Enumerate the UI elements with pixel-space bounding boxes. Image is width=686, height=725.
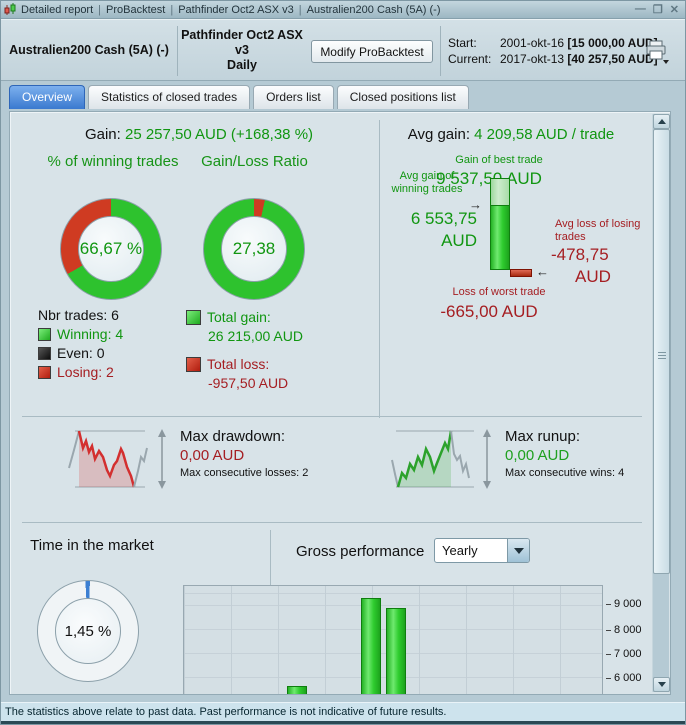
- total-loss-label: Total loss:: [207, 356, 270, 372]
- total-loss-icon: [186, 357, 201, 372]
- candlestick-chart-icon: [4, 3, 17, 16]
- worst-trade-label: Loss of worst trade: [452, 286, 546, 298]
- report-tabs: Overview Statistics of closed trades Ord…: [9, 85, 469, 109]
- gross-performance-chart: [183, 585, 603, 694]
- horizontal-divider: [22, 416, 642, 417]
- total-loss-value: -957,50 AUD: [208, 375, 289, 391]
- losing-legend-icon: [38, 366, 51, 379]
- winning-legend-icon: [38, 328, 51, 341]
- avg-win-value: 6 553,75 AUD: [410, 209, 477, 250]
- time-in-market-title: Time in the market: [30, 537, 154, 554]
- totals-block: Total gain: 26 215,00 AUD Total loss: -9…: [186, 308, 303, 393]
- time-in-market-gauge: 1,45 %: [37, 580, 139, 682]
- y-axis-tick: 7 000: [606, 648, 652, 660]
- runup-label: Max runup:: [505, 428, 581, 445]
- window-title: Detailed report | ProBacktest | Pathfinder O…: [21, 3, 441, 16]
- y-axis-tick: 6 000: [606, 672, 652, 684]
- arrow-right-icon: →: [469, 197, 482, 212]
- runup-icon: [390, 426, 498, 497]
- avg-gain-summary: Avg gain: 4 209,58 AUD / trade: [407, 126, 615, 143]
- print-button[interactable]: [644, 40, 670, 64]
- maximize-button[interactable]: ❒: [652, 4, 663, 16]
- avg-loss-bar: [510, 269, 532, 277]
- total-gain-label: Total gain:: [207, 309, 271, 325]
- arrow-left-icon: ←: [536, 264, 549, 279]
- disclaimer-status-bar: The statistics above relate to past data…: [1, 702, 685, 724]
- header-separator: [440, 26, 441, 76]
- trade-extremes-chart: Gain of best trade 9 537,50 AUD Avg gain…: [379, 120, 641, 420]
- scrollbar-grip: [658, 351, 666, 359]
- tab-statistics-of-closed-trades[interactable]: Statistics of closed trades: [88, 85, 251, 109]
- best-trade-label: Gain of best trade: [455, 154, 543, 166]
- y-axis-tick: 8 000: [606, 624, 652, 636]
- modify-probacktest-button[interactable]: Modify ProBacktest: [311, 40, 433, 63]
- tab-orders-list[interactable]: Orders list: [253, 85, 334, 109]
- chart-bar: [361, 598, 381, 694]
- vertical-scrollbar[interactable]: [652, 114, 670, 692]
- report-header: Australien200 Cash (5A) (-) Pathfinder O…: [1, 19, 685, 81]
- winning-count: Winning: 4: [57, 326, 124, 342]
- drawdown-block: Max drawdown: 0,00 AUD Max consecutive l…: [180, 428, 308, 479]
- overview-panel: Gain: 25 257,50 AUD (+168,38 %) Avg gain…: [9, 111, 671, 695]
- runup-block: Max runup: 0,00 AUD Max consecutive wins…: [505, 428, 624, 479]
- period-dropdown[interactable]: Yearly: [434, 538, 530, 563]
- gross-performance-title: Gross performance: [296, 543, 425, 560]
- avg-loss-label: Avg loss of losing trades: [555, 218, 641, 243]
- gain-loss-ratio-donut: 27,38: [203, 198, 305, 300]
- runup-sub: Max consecutive wins: 4: [505, 467, 625, 479]
- best-trade-value: 9 537,50 AUD: [436, 169, 542, 188]
- scroll-up-button[interactable]: [653, 114, 670, 129]
- vertical-divider: [379, 120, 380, 418]
- close-button[interactable]: ✕: [669, 4, 679, 16]
- titlebar[interactable]: Detailed report | ProBacktest | Pathfinder O…: [1, 1, 685, 19]
- nbr-trades: Nbr trades: 6: [38, 307, 119, 323]
- chart-bar: [287, 686, 307, 694]
- drawdown-label: Max drawdown:: [180, 428, 286, 445]
- time-in-market-value: 1,45 %: [64, 622, 112, 640]
- total-gain-value: 26 215,00 AUD: [208, 328, 303, 344]
- ratio-donut-title: Gain/Loss Ratio: [201, 153, 308, 170]
- ratio-donut-value: 27,38: [232, 239, 276, 258]
- losing-count: Losing: 2: [57, 364, 114, 380]
- tab-overview[interactable]: Overview: [9, 85, 86, 109]
- scrollbar-thumb[interactable]: [653, 129, 670, 574]
- avg-gain-segment: [491, 179, 509, 206]
- even-legend-icon: [38, 347, 51, 360]
- chevron-down-icon[interactable]: [507, 539, 529, 562]
- header-separator: [177, 26, 178, 76]
- avg-loss-value: -478,75 AUD: [551, 245, 611, 286]
- trades-legend: Nbr trades: 6 Winning: 4 Even: 0 Losing:…: [38, 306, 123, 382]
- avg-win-label: Avg gain of winning trades: [391, 170, 463, 195]
- gain-summary: Gain: 25 257,50 AUD (+168,38 %): [84, 126, 314, 143]
- y-axis-tick: 9 000: [606, 598, 652, 610]
- drawdown-icon: [65, 426, 173, 497]
- best-trade-bar: [490, 178, 510, 270]
- tab-closed-positions-list[interactable]: Closed positions list: [336, 85, 469, 109]
- drawdown-sub: Max consecutive losses: 2: [180, 467, 309, 479]
- period-dropdown-value: Yearly: [442, 543, 478, 558]
- drawdown-value: 0,00 AUD: [180, 447, 245, 464]
- even-count: Even: 0: [57, 345, 105, 361]
- backtest-period: Start: 2001-okt-16 [15 000,00 AUD] Curren…: [448, 36, 658, 66]
- total-gain-icon: [186, 310, 201, 325]
- winning-trades-donut: 66,67 %: [60, 198, 162, 300]
- instrument-name: Australien200 Cash (5A) (-): [9, 43, 169, 57]
- runup-value: 0,00 AUD: [505, 447, 570, 464]
- chart-bar: [386, 608, 406, 694]
- winning-donut-title: % of winning trades: [47, 153, 179, 170]
- horizontal-divider: [22, 522, 642, 523]
- scroll-down-button[interactable]: [653, 677, 670, 692]
- trading-system-name: Pathfinder Oct2 ASX v3 Daily: [181, 27, 303, 72]
- minimize-button[interactable]: —: [634, 3, 646, 15]
- winning-donut-value: 66,67 %: [79, 239, 143, 258]
- worst-trade-value: -665,00 AUD: [440, 302, 538, 321]
